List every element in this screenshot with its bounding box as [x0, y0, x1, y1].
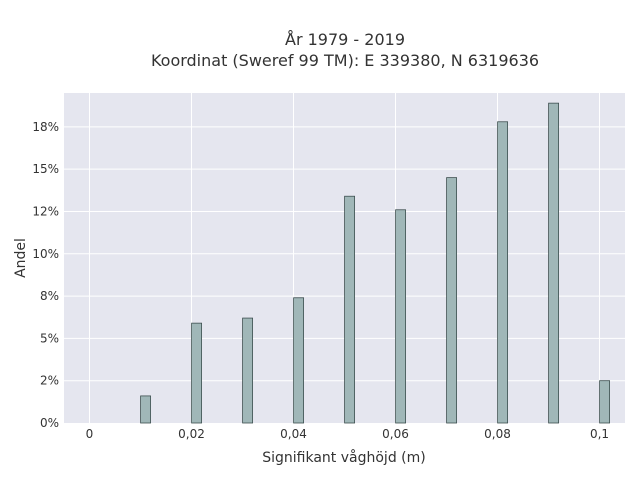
y-tick-label: 18%	[32, 120, 59, 134]
x-tick-label: 0,06	[382, 427, 409, 441]
tick-labels: 0 0,02 0,04 0,06 0,08 0,1 0% 2% 5% 8% 10% 12% 15% 18%	[32, 120, 609, 441]
bar	[293, 297, 305, 424]
y-tick-label: 8%	[40, 289, 59, 303]
chart-title-line2: Koordinat (Sweref 99 TM): E 339380, N 63…	[151, 51, 539, 70]
bar	[344, 195, 356, 424]
bar	[242, 317, 254, 424]
bar	[548, 102, 559, 424]
bar	[395, 209, 407, 424]
x-tick-label: 0,08	[484, 427, 511, 441]
x-tick-label: 0,04	[280, 427, 307, 441]
x-axis-title: Signifikant våghöjd (m)	[262, 449, 425, 466]
chart-title-line1: År 1979 - 2019	[285, 30, 405, 49]
y-tick-label: 15%	[32, 162, 59, 176]
y-tick-label: 10%	[32, 247, 59, 261]
bar	[446, 177, 458, 424]
y-tick-label: 0%	[40, 416, 59, 430]
x-tick-label: 0	[86, 427, 94, 441]
x-tick-label: 0,1	[590, 427, 609, 441]
bars	[140, 102, 610, 424]
y-axis-title: Andel	[13, 238, 29, 278]
x-tick-label: 0,02	[178, 427, 205, 441]
bar	[191, 322, 203, 424]
y-tick-label: 2%	[40, 374, 59, 388]
y-tick-label: 5%	[40, 331, 59, 345]
bar	[599, 380, 610, 424]
y-tick-label: 12%	[32, 204, 59, 218]
bar	[497, 121, 509, 424]
bar	[140, 395, 152, 424]
